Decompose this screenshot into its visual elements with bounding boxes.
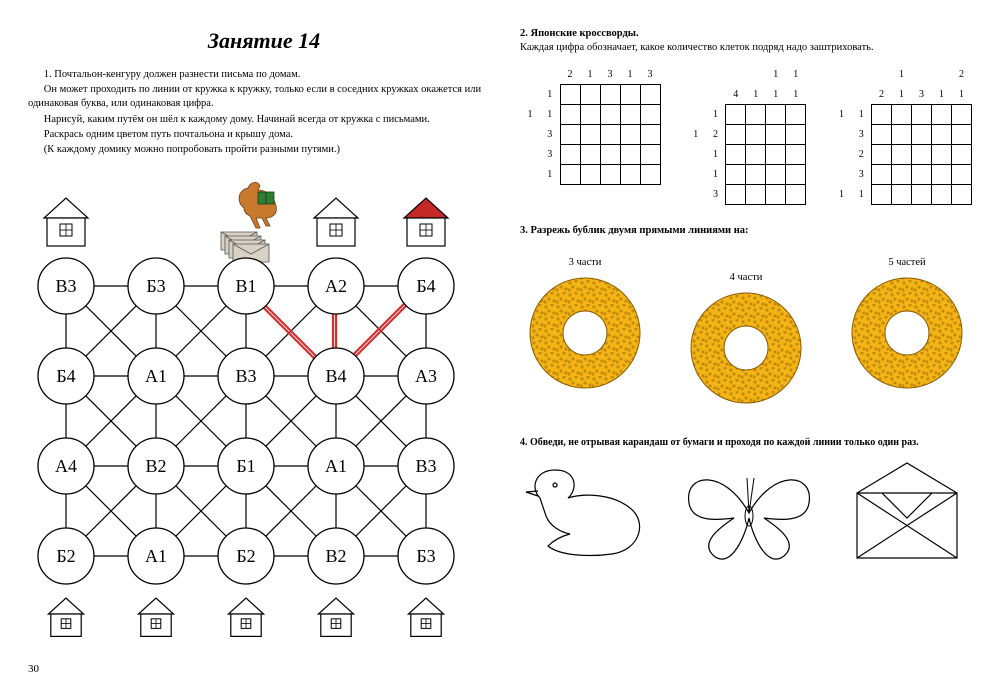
lesson-title: Занятие 14 bbox=[28, 28, 500, 54]
donut-3 bbox=[842, 268, 972, 398]
svg-text:Б3: Б3 bbox=[146, 276, 165, 296]
right-page: 2. Японские кроссворды. Каждая цифра обо… bbox=[510, 0, 1000, 687]
donut-2 bbox=[681, 283, 811, 413]
task1-line4: Раскрась одним цветом путь почтальона и … bbox=[28, 128, 500, 142]
nonogram-1: 21313111331 bbox=[520, 65, 661, 206]
svg-text:А1: А1 bbox=[325, 456, 347, 476]
svg-text:А3: А3 bbox=[415, 366, 437, 386]
svg-text:А1: А1 bbox=[145, 366, 167, 386]
svg-text:В2: В2 bbox=[145, 456, 166, 476]
task1-line2: Он может проходить по линии от кружка к … bbox=[28, 83, 500, 111]
svg-text:А1: А1 bbox=[145, 546, 167, 566]
task4-heading: 4. Обведи, не отрывая карандаш от бумаги… bbox=[520, 437, 972, 448]
svg-text:А4: А4 bbox=[55, 456, 77, 476]
nonogram-3: 12213111132311 bbox=[832, 65, 973, 206]
svg-text:Б1: Б1 bbox=[236, 456, 255, 476]
donut-row: 3 части 4 части 5 частей bbox=[520, 242, 972, 413]
svg-text:Б2: Б2 bbox=[236, 546, 255, 566]
euler-figures bbox=[520, 458, 972, 568]
figure-duck bbox=[520, 458, 655, 568]
donut-label-3: 5 частей bbox=[842, 257, 972, 268]
svg-text:Б2: Б2 bbox=[56, 546, 75, 566]
figure-envelope bbox=[842, 458, 972, 568]
svg-text:В2: В2 bbox=[325, 546, 346, 566]
task2-heading: 2. Японские кроссворды. bbox=[520, 28, 972, 39]
svg-text:Б3: Б3 bbox=[416, 546, 435, 566]
letter-maze: В3 Б3 В1 А2 Б4 Б4 А1 В3 В4 А3 А4 В2 Б1 А1 В3 Б2 А1 Б2 В2 Б3 bbox=[28, 158, 498, 648]
svg-text:В3: В3 bbox=[55, 276, 76, 296]
task1-line1: 1. Почтальон-кенгуру должен разнести пис… bbox=[28, 68, 500, 82]
svg-text:Б4: Б4 bbox=[416, 276, 435, 296]
nonogram-row: 2131311133111411111211312213111132311 bbox=[520, 65, 972, 206]
svg-text:В4: В4 bbox=[325, 366, 346, 386]
nonogram-2: 114111112113 bbox=[686, 65, 807, 206]
svg-text:В3: В3 bbox=[235, 366, 256, 386]
svg-text:В1: В1 bbox=[235, 276, 256, 296]
left-page: Занятие 14 1. Почтальон-кенгуру должен р… bbox=[0, 0, 510, 687]
svg-text:А2: А2 bbox=[325, 276, 347, 296]
svg-text:В3: В3 bbox=[415, 456, 436, 476]
task3-heading: 3. Разрежь бублик двумя прямыми линиями … bbox=[520, 225, 972, 236]
donut-1 bbox=[520, 268, 650, 398]
task2-sub: Каждая цифра обозначает, какое количеств… bbox=[520, 41, 972, 55]
task1-line3: Нарисуй, каким путём он шёл к каждому до… bbox=[28, 113, 500, 127]
donut-label-1: 3 части bbox=[520, 257, 650, 268]
page-number: 30 bbox=[28, 663, 39, 675]
figure-butterfly bbox=[674, 458, 824, 568]
donut-label-2: 4 части bbox=[681, 272, 811, 283]
task1-line5: (К каждому домику можно попробовать прой… bbox=[28, 143, 500, 157]
svg-text:Б4: Б4 bbox=[56, 366, 75, 386]
